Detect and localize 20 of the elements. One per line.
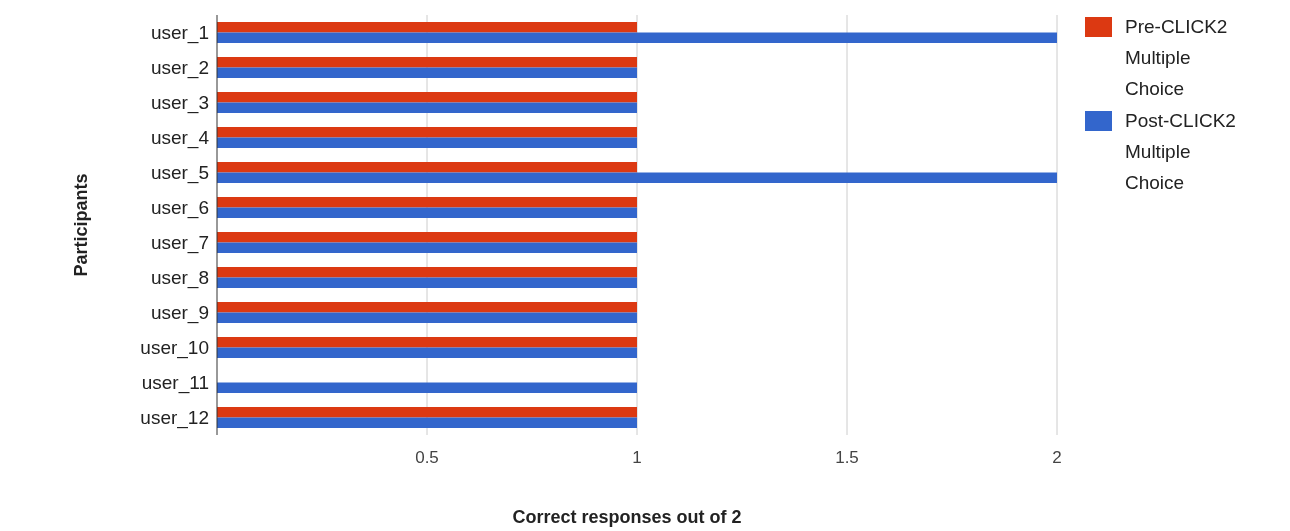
y-tick-label: user_2 [150,57,209,80]
legend-label: Pre-CLICK2 Multiple Choice [1125,16,1228,99]
y-tick-label: user_10 [140,337,209,360]
y-axis-title: Participants [71,173,91,277]
x-axis-title: Correct responses out of 2 [512,507,742,527]
y-tick-label: user_3 [150,92,209,115]
y-tick-label: user_8 [150,267,209,290]
x-tick-label: 1.5 [835,448,859,467]
y-tick-label: user_5 [150,162,209,185]
y-tick-label: user_11 [141,372,209,395]
x-tick-label: 2 [1052,448,1062,467]
x-tick-label: 1 [632,448,642,467]
y-tick-label: user_4 [150,127,210,150]
legend-label: Post-CLICK2 Multiple Choice [1125,110,1236,193]
x-tick-label: 0.5 [415,448,439,467]
y-tick-label: user_9 [150,302,209,325]
y-tick-label: user_12 [140,407,209,430]
y-tick-label: user_6 [150,197,209,220]
y-tick-label: user_7 [150,232,209,255]
y-tick-label: user_1 [150,22,209,45]
